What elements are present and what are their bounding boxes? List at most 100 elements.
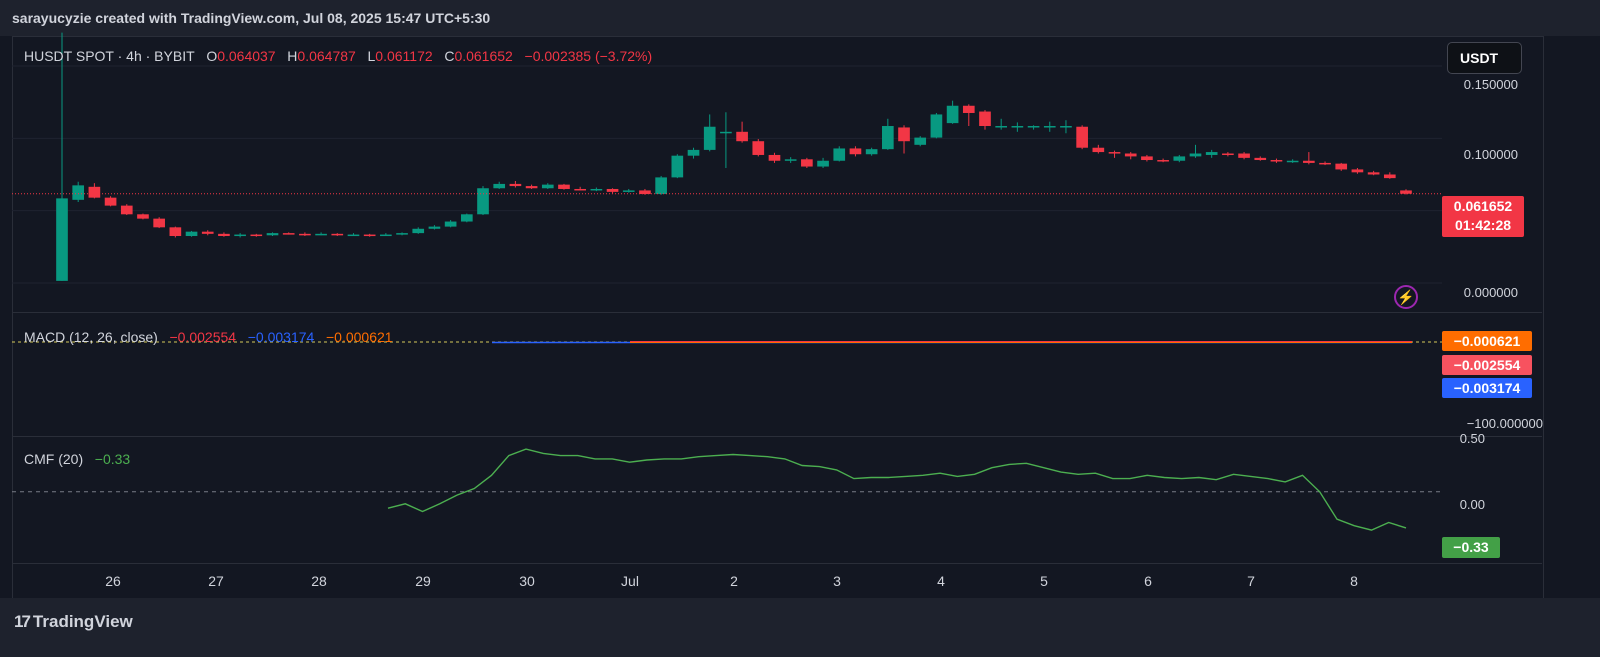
high-value: 0.064787 [297, 48, 356, 64]
candle-body [1286, 160, 1299, 163]
last-price-tag: 0.061652 01:42:28 [1442, 196, 1524, 237]
candle-body [622, 190, 635, 192]
price-tick-100: 0.100000 [1463, 147, 1518, 162]
x-tick-label: 26 [105, 573, 121, 589]
x-tick-label: 2 [730, 573, 738, 589]
candle-body [201, 231, 214, 234]
low-label: L [367, 48, 376, 64]
candle-body [655, 177, 667, 195]
candle-body [1076, 126, 1088, 148]
open-label: O [206, 48, 218, 64]
candle-body [331, 233, 344, 236]
candle-body [153, 218, 165, 228]
cmf-tick-000: 0.00 [1459, 497, 1485, 512]
x-tick-label: Jul [621, 573, 639, 589]
x-tick-label: 3 [833, 573, 841, 589]
candle-body [995, 126, 1008, 128]
candle-body [703, 126, 716, 150]
candle-body [525, 186, 538, 189]
x-tick-label: 5 [1040, 573, 1048, 589]
candle-body [930, 114, 943, 138]
candle-body [169, 227, 182, 237]
candle-body [1222, 153, 1234, 156]
candle-body [1335, 163, 1348, 170]
candle-body [833, 148, 846, 161]
close-label: C [444, 48, 455, 64]
candle-body [1043, 126, 1056, 128]
candle-body [639, 190, 651, 195]
hist-tag: −0.000621 [1442, 331, 1532, 351]
cmf-title[interactable]: CMF (20) [24, 451, 84, 467]
countdown: 01:42:28 [1454, 217, 1512, 233]
candle-body [671, 155, 684, 178]
hist-value: −0.000621 [326, 329, 393, 345]
candle-body [1400, 190, 1412, 194]
candle-body [962, 105, 975, 113]
candle-body [541, 184, 554, 189]
candle-body [88, 186, 101, 198]
cmf-legend: CMF (20) −0.33 [24, 451, 130, 467]
candle-body [282, 233, 295, 235]
macd-title[interactable]: MACD (12, 26, close) [24, 329, 158, 345]
candle-body [347, 234, 360, 237]
low-value: 0.061172 [375, 48, 433, 64]
candle-body [1108, 152, 1121, 154]
candle-body [979, 111, 991, 127]
candle-body [1124, 153, 1137, 157]
candle-body [914, 137, 927, 145]
candle-body [898, 127, 910, 142]
candle-body [1157, 160, 1169, 162]
candle-body [1092, 147, 1105, 153]
price-tick-150: 0.150000 [1463, 77, 1518, 92]
candle-body [363, 234, 376, 237]
candle-body [72, 185, 85, 200]
candle-body [1060, 126, 1072, 128]
chart-frame [12, 36, 1544, 600]
candle-body [687, 149, 700, 156]
candle-body [558, 184, 570, 189]
candle-body [1303, 160, 1315, 163]
candle-body [444, 221, 457, 227]
candle-body [104, 197, 117, 206]
currency-button[interactable]: USDT [1447, 42, 1522, 74]
candle-body [120, 205, 133, 215]
candle-body [1141, 156, 1153, 161]
lightning-icon[interactable]: ⚡ [1394, 285, 1418, 309]
candle-body [1351, 169, 1364, 173]
candle-body [882, 126, 894, 150]
candle-body [137, 214, 149, 219]
candle-body [801, 159, 813, 167]
x-tick-label: 29 [415, 573, 431, 589]
candle-body [1189, 153, 1202, 157]
candle-body [380, 234, 392, 237]
candle-body [428, 226, 441, 229]
high-label: H [287, 48, 298, 64]
x-tick-label: 28 [311, 573, 327, 589]
candle-body [218, 233, 230, 237]
bottom-bar [0, 598, 1600, 657]
candle-body [509, 183, 522, 187]
close-value: 0.061652 [454, 48, 513, 64]
cmf-tag: −0.33 [1442, 537, 1500, 558]
candle-body [412, 228, 425, 234]
candle-body [315, 233, 327, 236]
candle-body [1205, 152, 1218, 155]
candle-body [1367, 172, 1380, 175]
signal-value: −0.003174 [247, 329, 315, 345]
candle-body [234, 234, 246, 237]
macd-tick: −100.000000 [1466, 416, 1543, 431]
x-tick-label: 4 [937, 573, 945, 589]
macd-value: −0.002554 [169, 329, 237, 345]
x-tick-label: 27 [208, 573, 224, 589]
candle-body [460, 214, 473, 222]
price-legend: HUSDT SPOT · 4h · BYBIT O0.064037 H0.064… [24, 48, 652, 64]
tradingview-logo-mark: 17 [14, 612, 31, 631]
candle-body [768, 154, 781, 161]
symbol-label[interactable]: HUSDT SPOT · 4h · BYBIT [24, 48, 195, 64]
candle-body [865, 149, 878, 155]
candle-body [1254, 157, 1267, 161]
candle-body [784, 159, 797, 161]
cmf-line [387, 448, 1407, 531]
candle-body [1383, 174, 1396, 179]
